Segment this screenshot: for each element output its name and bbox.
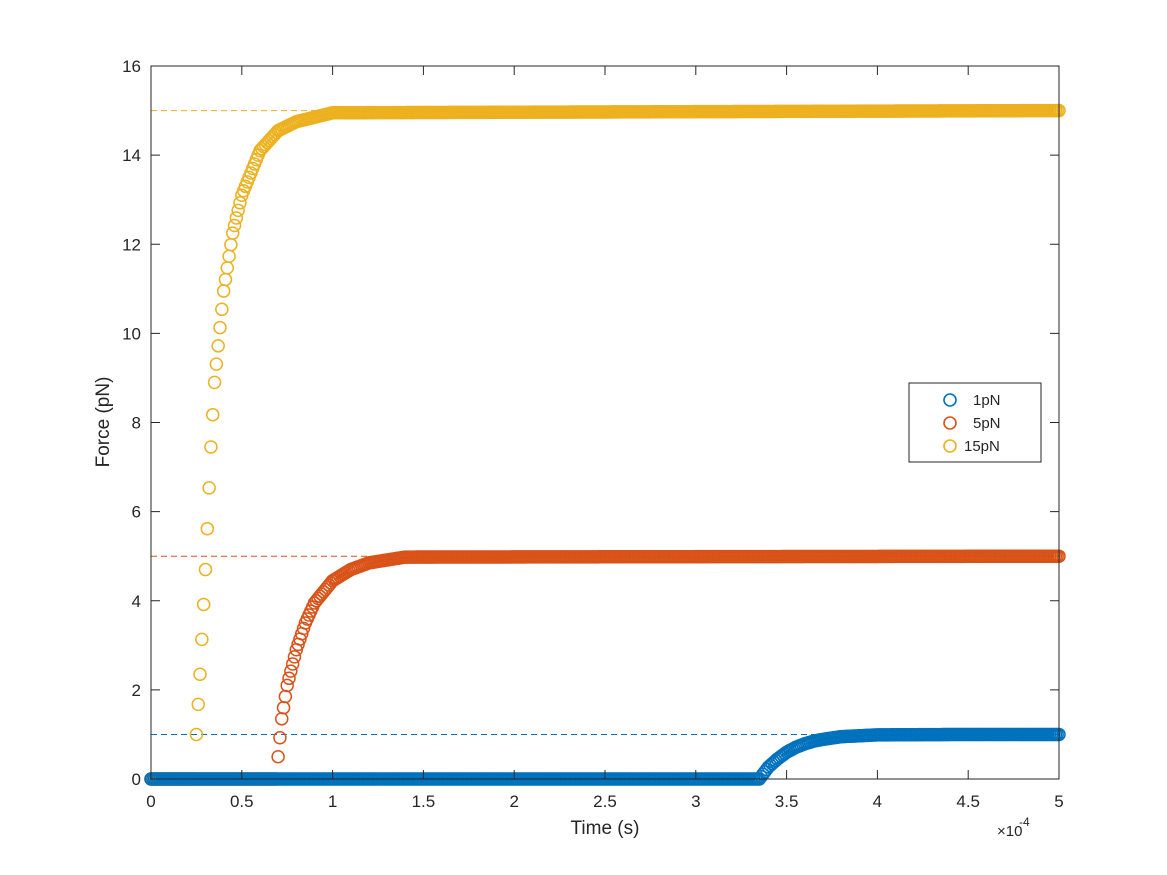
y-tick-label: 12 — [122, 235, 141, 254]
y-tick-label: 10 — [122, 324, 141, 343]
data-point-15pN — [195, 632, 209, 647]
x-tick-label: 4.5 — [956, 792, 980, 811]
data-point-15pN — [205, 407, 220, 422]
data-point-15pN — [202, 481, 216, 495]
x-axis-exponent: ×10 -4 — [997, 815, 1030, 840]
x-tick-label: 5 — [1054, 792, 1063, 811]
legend-box — [908, 382, 1042, 463]
legend-label-5pN: 5pN — [973, 415, 1001, 432]
data-point-15pN — [207, 375, 222, 390]
legend: 1pN 5pN 15pN — [908, 382, 1042, 463]
data-point-15pN — [227, 218, 242, 233]
legend-marker-5pN — [943, 416, 957, 430]
y-tick-label: 4 — [132, 592, 141, 611]
data-point-15pN — [215, 302, 229, 317]
x-exponent-power: -4 — [1019, 815, 1030, 829]
y-tick-label: 16 — [122, 57, 141, 76]
y-tick-label: 8 — [132, 414, 141, 433]
data-point-5pN — [284, 664, 298, 678]
x-tick-label: 0 — [146, 792, 155, 811]
data-point-15pN — [196, 597, 211, 612]
data-point-15pN — [191, 697, 205, 712]
data-point-15pN — [204, 440, 218, 454]
x-tick-label: 0.5 — [230, 792, 254, 811]
y-axis-label: Force (pN) — [93, 377, 114, 468]
x-tick-label: 3.5 — [775, 792, 799, 811]
x-tick-label: 3 — [691, 792, 700, 811]
data-point-5pN — [285, 657, 300, 671]
data-point-5pN — [280, 678, 294, 693]
axis-ticks: 0 0.5 1 1.5 2 2.5 3 3.5 4 4.5 5 0 2 4 6 8 10 12 14 16 — [122, 57, 1064, 811]
data-point-15pN — [231, 203, 245, 218]
data-point-5pN — [271, 749, 285, 764]
data-point-5pN — [273, 731, 287, 745]
x-axis-label: Time (s) — [571, 818, 640, 839]
data-point-5pN — [287, 650, 302, 664]
y-tick-label: 6 — [132, 503, 141, 522]
x-tick-label: 1.5 — [412, 792, 436, 811]
data-point-15pN — [229, 211, 244, 225]
data-point-15pN — [209, 357, 224, 371]
x-exponent-base: ×10 — [997, 823, 1022, 840]
x-tick-label: 2.5 — [593, 792, 617, 811]
legend-marker-1pN — [943, 393, 957, 407]
x-tick-label: 4 — [873, 792, 882, 811]
data-point-15pN — [211, 339, 225, 353]
data-point-15pN — [198, 562, 213, 577]
x-tick-label: 1 — [328, 792, 337, 811]
legend-marker-15pN — [943, 439, 957, 453]
data-point-15pN — [193, 667, 207, 682]
data-point-15pN — [189, 727, 204, 742]
data-point-5pN — [282, 671, 296, 686]
y-tick-label: 2 — [132, 681, 141, 700]
plot-area — [151, 66, 1059, 779]
data-point-15pN — [200, 521, 215, 536]
x-tick-label: 2 — [509, 792, 518, 811]
data-point-15pN — [213, 320, 227, 335]
legend-label-15pN: 15pN — [964, 438, 1000, 455]
y-tick-label: 14 — [122, 146, 141, 165]
data-point-5pN — [296, 621, 311, 636]
data-point-15pN — [225, 226, 240, 240]
y-tick-label: 0 — [132, 770, 141, 789]
legend-label-1pN: 1pN — [973, 392, 1001, 409]
data-point-15pN — [233, 196, 247, 210]
